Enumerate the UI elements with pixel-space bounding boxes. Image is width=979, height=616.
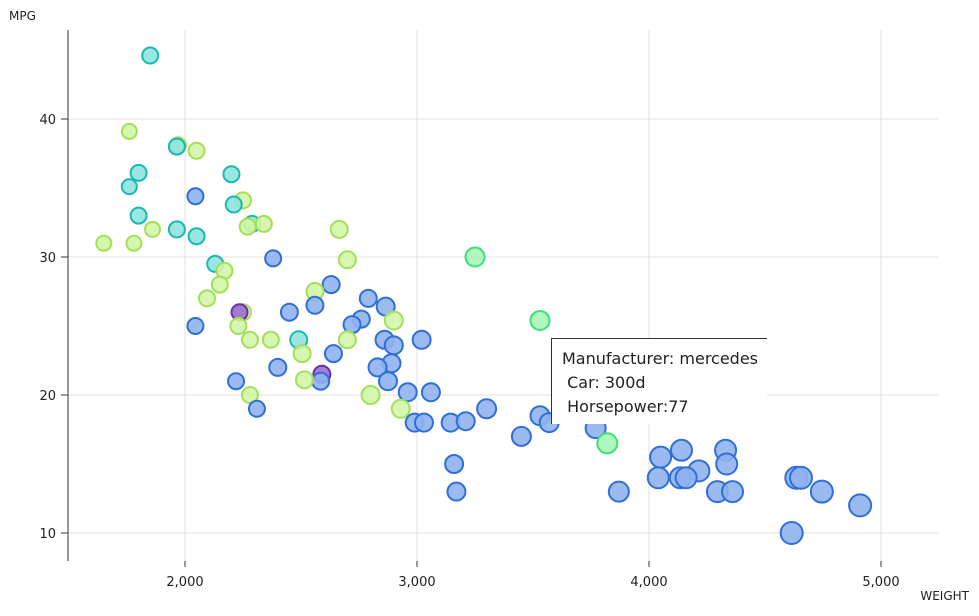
data-point bbox=[455, 411, 476, 432]
tooltip-car: Car: 300d bbox=[562, 373, 646, 392]
data-point bbox=[669, 438, 693, 462]
data-point bbox=[264, 249, 283, 268]
data-point bbox=[358, 288, 378, 308]
tooltip-horsepower: Horsepower:77 bbox=[562, 397, 689, 416]
data-point bbox=[186, 317, 205, 335]
x-tick-label: 4,000 bbox=[630, 575, 667, 590]
data-point bbox=[337, 330, 357, 350]
data-point bbox=[715, 452, 739, 476]
y-tick-label: 10 bbox=[39, 527, 56, 542]
data-point bbox=[446, 481, 467, 502]
x-axis-ticks: 2,000 3,000 4,000 5,000 bbox=[166, 561, 900, 590]
data-point bbox=[788, 465, 813, 490]
data-point bbox=[809, 479, 834, 504]
data-point bbox=[144, 220, 162, 238]
data-point bbox=[397, 382, 418, 403]
x-tick-label: 5,000 bbox=[862, 575, 899, 590]
data-point bbox=[420, 382, 441, 403]
data-point bbox=[411, 329, 432, 350]
tooltip-manufacturer: Manufacturer: mercedes bbox=[562, 349, 759, 368]
hover-tooltip: Manufacturer: mercedes Car: 300d Horsepo… bbox=[551, 338, 767, 424]
data-point bbox=[674, 466, 698, 490]
data-point bbox=[360, 385, 381, 405]
data-point bbox=[222, 165, 241, 184]
y-axis-title: MPG bbox=[9, 9, 36, 23]
data-point bbox=[247, 399, 266, 418]
data-point bbox=[337, 250, 357, 270]
y-tick-label: 20 bbox=[39, 389, 56, 404]
data-point bbox=[510, 425, 532, 447]
data-point bbox=[311, 371, 331, 391]
data-point bbox=[378, 371, 398, 392]
data-point bbox=[721, 480, 745, 504]
data-point bbox=[268, 357, 288, 377]
data-point bbox=[240, 330, 259, 349]
data-point bbox=[210, 275, 229, 294]
data-point bbox=[254, 214, 273, 233]
data-point bbox=[141, 46, 160, 65]
data-point bbox=[383, 335, 404, 356]
data-point bbox=[390, 398, 411, 419]
data-point bbox=[198, 289, 217, 308]
data-point bbox=[323, 344, 343, 364]
data-point bbox=[261, 330, 280, 349]
data-point bbox=[187, 141, 206, 160]
data-point bbox=[186, 187, 205, 206]
data-point bbox=[229, 317, 248, 335]
x-tick-label: 3,000 bbox=[398, 575, 435, 590]
data-point bbox=[305, 295, 325, 315]
data-point bbox=[848, 493, 873, 518]
y-tick-label: 30 bbox=[39, 251, 56, 266]
data-point bbox=[120, 122, 138, 140]
data-point bbox=[294, 370, 314, 390]
data-point bbox=[464, 246, 486, 268]
data-point bbox=[329, 219, 349, 239]
data-points bbox=[95, 46, 873, 545]
data-point bbox=[187, 227, 206, 246]
y-tick-label: 40 bbox=[39, 113, 56, 128]
data-point bbox=[367, 357, 388, 378]
data-point bbox=[279, 302, 299, 322]
data-point bbox=[779, 521, 804, 545]
data-point bbox=[529, 309, 551, 331]
data-point bbox=[321, 275, 341, 295]
data-point bbox=[444, 454, 465, 474]
data-point bbox=[383, 310, 404, 331]
data-point bbox=[238, 217, 257, 236]
data-point bbox=[413, 412, 434, 433]
data-point bbox=[649, 445, 673, 469]
data-point bbox=[120, 178, 138, 196]
data-point bbox=[240, 386, 259, 404]
data-point bbox=[125, 234, 143, 252]
data-point bbox=[646, 466, 670, 490]
data-point bbox=[596, 432, 619, 455]
data-point bbox=[227, 372, 246, 391]
data-point bbox=[476, 398, 498, 420]
data-point bbox=[292, 344, 312, 364]
data-point bbox=[129, 206, 148, 225]
data-point bbox=[129, 163, 148, 182]
data-point bbox=[607, 480, 630, 503]
y-axis-ticks: 10 20 30 40 bbox=[39, 113, 68, 542]
data-point bbox=[167, 220, 186, 239]
data-point bbox=[224, 195, 243, 214]
x-axis-title: WEIGHT bbox=[920, 589, 969, 603]
data-point bbox=[167, 137, 186, 156]
x-tick-label: 2,000 bbox=[166, 575, 203, 590]
data-point bbox=[95, 234, 113, 252]
